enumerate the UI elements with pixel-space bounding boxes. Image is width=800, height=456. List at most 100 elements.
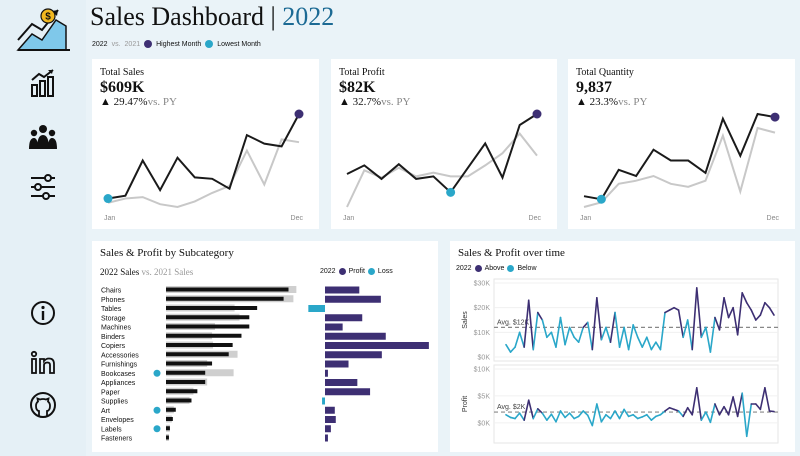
x-axis-start-label: Jan: [580, 215, 591, 222]
profit-line-segment: [718, 405, 725, 416]
profit-line-segment: [636, 416, 644, 420]
current-year-sales-bar: [166, 315, 250, 320]
sales-tick-label: $20K: [474, 305, 491, 312]
profit-line-segment: [514, 412, 521, 420]
profit-line-segment: [518, 412, 525, 421]
sales-line-segment: [555, 316, 562, 348]
sales-line-segment: [691, 287, 698, 351]
people-icon[interactable]: [26, 120, 60, 154]
kpi-card-total-quantity[interactable]: Jan Dec Total Quantity 9,837 ▲ 23.3%vs. PY: [568, 59, 795, 229]
sales-line-segment: [623, 326, 630, 351]
sales-line-segment: [605, 326, 612, 343]
profit-line-segment: [646, 413, 653, 421]
profit-line-segment: [623, 408, 630, 418]
profit-line-segment: [555, 410, 562, 423]
sales-line-segment: [509, 346, 516, 353]
lowest-month-marker: [103, 194, 113, 204]
current-year-sales-bar: [166, 296, 284, 301]
profit-line-segment: [682, 406, 689, 418]
legend-lowest: Lowest Month: [217, 40, 261, 48]
kpi-value: $82K: [339, 79, 376, 96]
github-icon[interactable]: [26, 388, 60, 422]
current-year-sales-bar: [166, 370, 206, 375]
sales-line-segment: [677, 309, 684, 339]
kpi-change-suffix: vs. PY: [618, 96, 648, 108]
profit-line-segment: [650, 415, 657, 421]
sales-line-segment: [664, 309, 671, 314]
profit-dot-icon: [338, 268, 346, 275]
sales-line-segment: [655, 341, 662, 351]
info-icon[interactable]: [26, 296, 60, 330]
highest-month-marker: [770, 112, 780, 122]
sales-line-segment: [573, 336, 580, 343]
sliders-icon[interactable]: [26, 170, 60, 204]
loss-legend-label: Loss: [377, 268, 393, 275]
title-separator: |: [270, 2, 276, 31]
linkedin-icon[interactable]: [26, 346, 60, 380]
kpi-value: $609K: [100, 79, 145, 96]
sales-line-segment: [518, 331, 525, 348]
profit-line-segment: [655, 413, 662, 418]
overtime-legend-below: Below: [517, 265, 537, 272]
title-year: 2022: [282, 2, 335, 31]
main-content: Sales Dashboard | 2022 2022 vs. 2021 Hig…: [86, 0, 800, 456]
profit-bar: [325, 379, 358, 386]
profit-legend-year: 2022: [320, 268, 336, 275]
kpi-card-total-profit[interactable]: Jan Dec Total Profit $82K ▲ 32.7%vs. PY: [331, 59, 557, 229]
kpi-card-total-sales[interactable]: Jan Dec Total Sales $609K ▲ 29.47%vs. PY: [92, 59, 319, 229]
profit-line-segment: [659, 410, 666, 416]
profit-line-segment: [532, 408, 539, 420]
profit-bar: [325, 369, 328, 377]
sales-line-segment: [755, 314, 762, 321]
loss-bar: [308, 305, 325, 312]
kpi-change: ▲ 29.47%vs. PY: [100, 96, 177, 108]
sales-line-segment: [732, 306, 739, 336]
bar-chart-icon[interactable]: [26, 66, 60, 100]
profit-line-segment: [527, 399, 535, 420]
kpi-sparkline-chart: Jan Dec: [580, 112, 780, 222]
subcategory-panel: Sales & Profit by Subcategory 2022 Sales…: [92, 241, 438, 452]
below-dot-icon: [507, 265, 515, 272]
sales-line-segment: [723, 296, 730, 319]
profit-line-segment: [741, 392, 748, 438]
profit-bar: [325, 332, 386, 340]
overtime-title: Sales & Profit over time: [458, 247, 565, 259]
kpi-change: ▲ 32.7%vs. PY: [339, 96, 410, 108]
x-axis-end-label: Dec: [291, 215, 304, 222]
subcategory-label: Art: [101, 408, 110, 415]
profit-line-segment: [550, 413, 557, 423]
sales-frame: [493, 278, 779, 362]
profit-line-segment: [586, 414, 594, 427]
sales-tick-label: $0K: [478, 355, 491, 362]
overtime-legend: 2022 Above Below: [456, 265, 537, 272]
profit-line-segment: [668, 406, 675, 411]
dollar-trend-logo-icon[interactable]: $: [16, 4, 72, 54]
current-year-sales-bar: [166, 306, 258, 310]
profit-line-segment: [546, 413, 553, 421]
profit-line-segment: [568, 412, 575, 420]
sales-line-segment: [650, 341, 657, 351]
current-year-line: [346, 113, 538, 194]
profit-tick-label: $5K: [478, 393, 491, 400]
sales-line-segment: [714, 316, 721, 331]
overtime-panel: Sales & Profit over time 2022 Above Belo…: [450, 241, 795, 452]
profit-tick-label: $10K: [474, 367, 491, 374]
highest-month-marker: [532, 109, 542, 119]
profit-average-label: Avg. $2K: [497, 404, 526, 411]
current-year-line: [583, 112, 776, 201]
profit-line-segment: [709, 403, 716, 424]
current-year-sales-bar: [166, 426, 170, 431]
profit-line-segment: [627, 413, 634, 418]
x-axis-end-label: Dec: [767, 215, 780, 222]
sales-line-segment: [673, 306, 680, 311]
profit-line-segment: [723, 405, 730, 416]
subcategory-label: Accessories: [101, 352, 139, 359]
sales-legend-previous: 2021 Sales: [154, 267, 194, 277]
current-year-sales-bar: [166, 389, 198, 394]
sales-line-segment: [582, 321, 589, 329]
sales-line-segment: [659, 311, 666, 351]
sales-line-segment: [546, 331, 553, 339]
sales-line-segment: [523, 299, 530, 348]
profit-line-segment: [691, 387, 698, 416]
kpi-change-suffix: vs. PY: [147, 96, 177, 108]
